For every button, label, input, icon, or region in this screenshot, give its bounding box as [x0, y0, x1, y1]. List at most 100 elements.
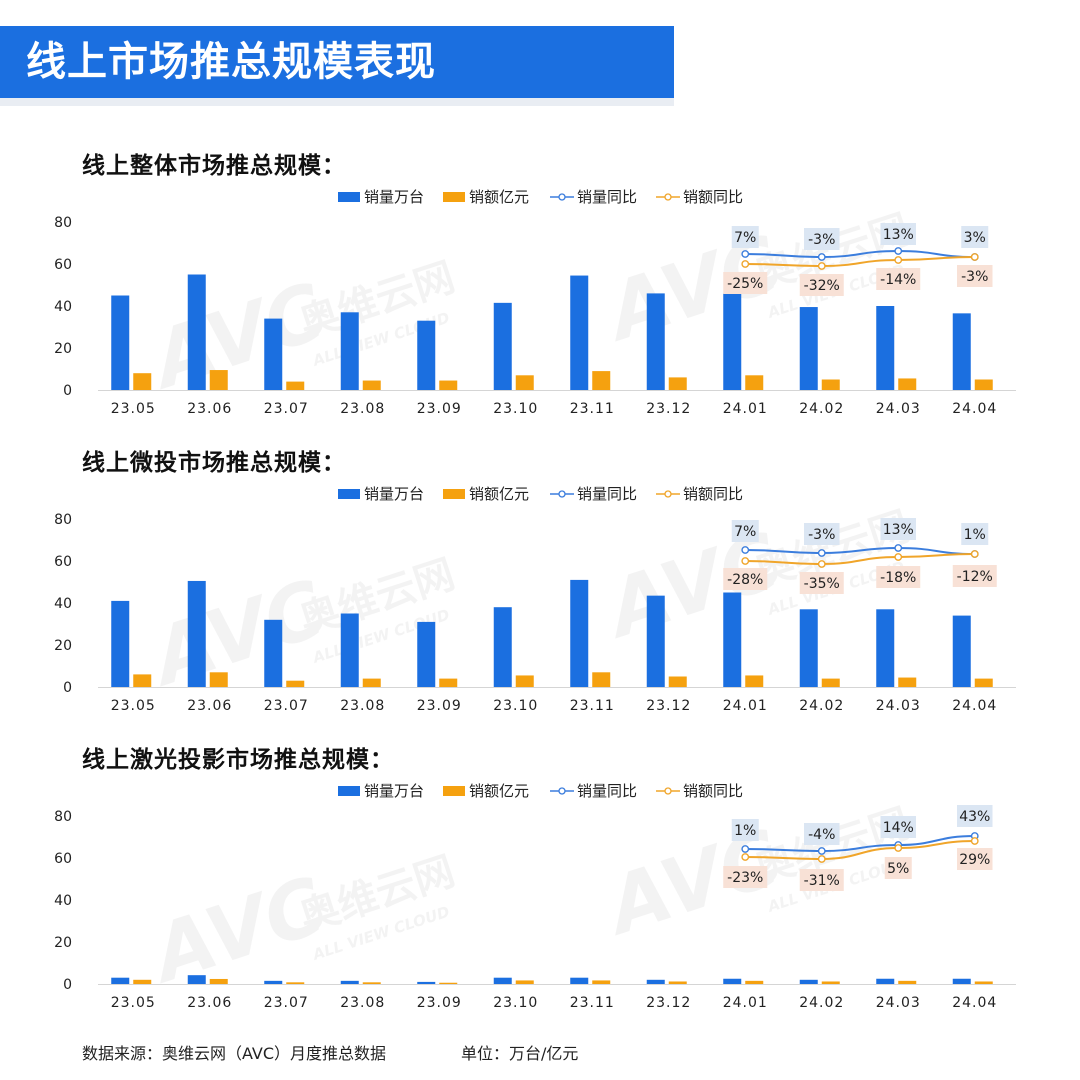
- data-label-amount-yoy: -23%: [727, 870, 763, 886]
- data-label-volume-yoy: 13%: [883, 227, 914, 243]
- x-tick-label: 24.02: [799, 401, 844, 417]
- bar-amount-23.07: [286, 982, 305, 984]
- bar-volume-24.01: [723, 293, 742, 390]
- legend-label-amount: 销额亿元: [469, 188, 529, 206]
- bar-amount-23.05: [133, 674, 152, 687]
- label-bg-volume-yoy: [961, 523, 989, 545]
- y-tick-label: 80: [54, 512, 72, 528]
- legend-label-volume: 销量万台: [364, 485, 424, 503]
- legend-swatch-amount: [443, 192, 465, 202]
- x-tick-label: 23.05: [111, 401, 156, 417]
- x-tick-label: 23.09: [417, 698, 462, 714]
- data-label-amount-yoy: -14%: [880, 272, 916, 288]
- legend-label-volume: 销量万台: [364, 188, 424, 206]
- bar-amount-24.01: [745, 675, 764, 687]
- label-bg-amount-yoy: [957, 848, 993, 870]
- legend-marker-volume-yoy: [558, 490, 566, 498]
- y-tick-label: 80: [54, 809, 72, 825]
- point-volume-yoy: [741, 845, 750, 853]
- data-label-volume-yoy: 7%: [734, 524, 756, 540]
- bar-volume-24.01: [723, 592, 742, 687]
- bar-amount-23.11: [592, 672, 611, 687]
- x-tick-label: 23.11: [570, 995, 615, 1011]
- data-label-volume-yoy: 1%: [964, 527, 986, 543]
- x-tick-label: 23.12: [646, 401, 691, 417]
- x-tick-label: 24.04: [952, 401, 997, 417]
- label-bg-volume-yoy: [880, 223, 916, 245]
- x-tick-label: 24.01: [723, 401, 768, 417]
- label-bg-volume-yoy: [880, 816, 916, 838]
- y-tick-label: 60: [54, 257, 72, 273]
- legend-label-volume-yoy: 销量同比: [577, 782, 637, 800]
- label-bg-amount-yoy: [876, 566, 921, 588]
- bar-amount-24.04: [974, 379, 993, 390]
- bar-amount-23.08: [362, 982, 381, 984]
- point-amount-yoy: [894, 256, 903, 264]
- bar-volume-23.09: [417, 320, 436, 390]
- line-volume-yoy: [745, 835, 975, 853]
- bar-volume-23.11: [570, 275, 589, 390]
- line-amount-yoy: [745, 840, 975, 861]
- legend-swatch-amount: [443, 489, 465, 499]
- page-title: 线上市场推总规模表现: [26, 39, 436, 85]
- x-tick-label: 23.12: [646, 995, 691, 1011]
- y-tick-label: 20: [54, 341, 72, 357]
- bar-volume-23.09: [417, 981, 436, 984]
- bar-volume-23.11: [570, 579, 589, 687]
- bar-volume-23.12: [646, 979, 665, 984]
- bar-amount-23.05: [133, 979, 152, 984]
- bar-amount-23.09: [439, 982, 458, 984]
- bar-amount-23.06: [209, 672, 228, 687]
- line-amount-yoy: [745, 256, 975, 268]
- label-bg-amount-yoy: [952, 565, 997, 587]
- chart-title-laser: 线上激光投影市场推总规模：: [82, 747, 394, 773]
- chart-title-overall: 线上整体市场推总规模：: [82, 153, 346, 179]
- point-volume-yoy: [817, 549, 826, 557]
- bar-volume-24.04: [952, 978, 971, 984]
- bar-amount-23.11: [592, 371, 611, 390]
- point-volume-yoy: [817, 847, 826, 855]
- bar-volume-24.03: [876, 978, 895, 984]
- x-tick-label: 24.01: [723, 698, 768, 714]
- bar-volume-23.07: [264, 318, 283, 390]
- data-label-volume-yoy: 13%: [883, 522, 914, 538]
- data-label-amount-yoy: -28%: [727, 572, 763, 588]
- x-tick-label: 23.07: [264, 995, 309, 1011]
- point-amount-yoy: [741, 260, 750, 268]
- data-label-amount-yoy: 29%: [959, 852, 990, 868]
- bar-volume-24.02: [799, 307, 818, 390]
- bar-volume-23.11: [570, 977, 589, 984]
- data-label-amount-yoy: -18%: [880, 570, 916, 586]
- y-tick-label: 0: [63, 680, 72, 696]
- x-tick-label: 23.10: [493, 995, 538, 1011]
- point-volume-yoy: [894, 544, 903, 552]
- x-tick-label: 24.04: [952, 995, 997, 1011]
- bar-amount-23.12: [668, 377, 687, 390]
- x-tick-label: 23.11: [570, 698, 615, 714]
- bar-amount-24.03: [898, 980, 917, 984]
- x-tick-label: 23.09: [417, 995, 462, 1011]
- bar-volume-23.07: [264, 619, 283, 687]
- y-tick-label: 0: [63, 977, 72, 993]
- data-label-amount-yoy: -3%: [961, 269, 988, 285]
- legend-swatch-volume: [338, 786, 360, 796]
- bar-amount-23.06: [209, 978, 228, 984]
- bar-volume-23.05: [111, 295, 130, 390]
- point-amount-yoy: [894, 844, 903, 852]
- legend-label-amount: 销额亿元: [469, 485, 529, 503]
- data-label-volume-yoy: -3%: [808, 232, 835, 248]
- bar-volume-23.06: [187, 274, 206, 390]
- x-tick-label: 24.03: [876, 995, 921, 1011]
- data-label-volume-yoy: -4%: [808, 827, 835, 843]
- legend-marker-volume-yoy: [558, 787, 566, 795]
- x-tick-label: 24.04: [952, 698, 997, 714]
- x-tick-label: 23.10: [493, 401, 538, 417]
- bar-amount-24.02: [821, 379, 840, 390]
- legend-label-volume: 销量万台: [364, 782, 424, 800]
- label-bg-volume-yoy: [804, 523, 840, 545]
- bar-amount-23.07: [286, 680, 305, 687]
- data-label-amount-yoy: -35%: [804, 576, 840, 592]
- x-tick-label: 23.05: [111, 995, 156, 1011]
- label-bg-volume-yoy: [731, 520, 759, 542]
